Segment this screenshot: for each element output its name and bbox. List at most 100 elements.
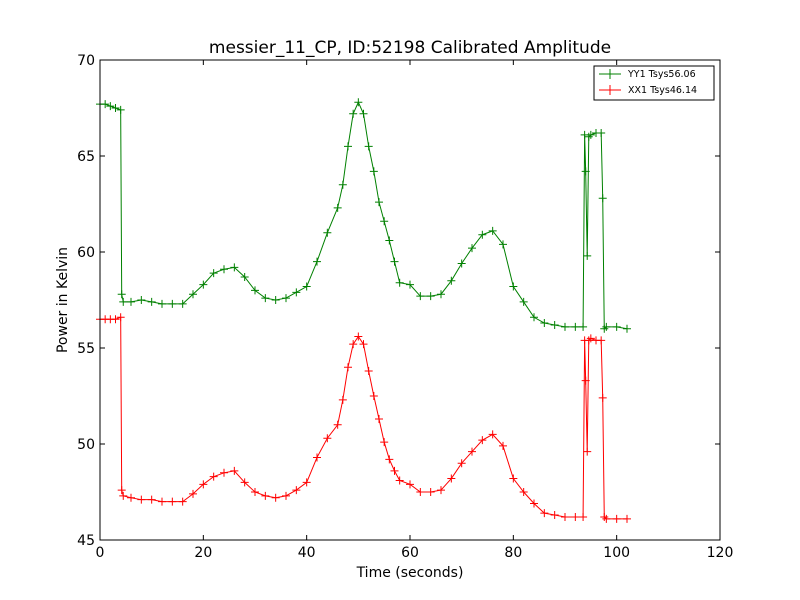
series-1-point-54 xyxy=(550,511,559,520)
x-tick-label-5: 100 xyxy=(603,545,630,561)
plot-area: 0 20 40 60 80 100 120 45 50 55 60 65 70 xyxy=(77,53,733,561)
series-1-point-26 xyxy=(323,434,332,443)
series-1-point-53 xyxy=(540,509,549,518)
series-0-point-59 xyxy=(581,167,590,176)
series-1-point-34 xyxy=(369,392,378,400)
series-1-point-18 xyxy=(240,478,249,487)
series-1-point-33 xyxy=(364,367,373,376)
series-1-point-44 xyxy=(447,474,456,483)
series-1-point-56 xyxy=(571,512,580,521)
series-0-point-14 xyxy=(199,280,208,289)
series-0-point-56 xyxy=(571,322,580,331)
series-0-point-49 xyxy=(499,240,507,249)
series-1-point-5 xyxy=(117,486,126,495)
series-0-point-61 xyxy=(584,132,593,141)
series-1-point-50 xyxy=(509,474,518,483)
series-0-point-32 xyxy=(359,109,368,118)
series-0-point-47 xyxy=(478,230,487,239)
series-1-point-14 xyxy=(199,480,208,489)
series-1-point-27 xyxy=(333,420,342,429)
series-1-point-69 xyxy=(623,514,631,523)
series-0-point-31 xyxy=(354,98,363,107)
series-0-point-28 xyxy=(338,180,347,189)
x-tick-label-0: 0 xyxy=(96,545,105,561)
series-0-point-13 xyxy=(189,290,197,299)
series-0-point-46 xyxy=(468,244,476,253)
series-0-point-21 xyxy=(271,296,280,304)
series-0-point-29 xyxy=(344,142,352,151)
legend-label-yy1: YY1 Tsys56.06 xyxy=(627,69,696,80)
series-1-point-60 xyxy=(583,447,592,456)
series-0-point-3 xyxy=(111,104,120,112)
series-0-point-44 xyxy=(447,276,456,285)
series-1-point-28 xyxy=(338,395,347,404)
x-axis-label: Time (seconds) xyxy=(356,565,464,581)
series-0-point-69 xyxy=(623,324,631,333)
series-1-point-40 xyxy=(406,480,414,489)
series-0-point-39 xyxy=(395,278,404,287)
series-0-point-64 xyxy=(597,128,606,137)
series-1-point-15 xyxy=(209,472,218,481)
series-0-point-4 xyxy=(116,105,125,114)
series-1-point-8 xyxy=(137,495,146,504)
series-1-point-4 xyxy=(116,313,125,322)
series-1-point-12 xyxy=(178,497,187,506)
series-1-point-61 xyxy=(584,336,593,345)
y-tick-label-2: 55 xyxy=(77,341,95,357)
series-0-point-17 xyxy=(230,263,239,272)
legend-label-xx1: XX1 Tsys46.14 xyxy=(628,85,697,96)
series-1-point-32 xyxy=(359,340,368,349)
series-0-point-24 xyxy=(302,282,311,291)
series-1-point-20 xyxy=(261,491,270,500)
series-1-point-55 xyxy=(561,512,569,521)
series-0-point-5 xyxy=(117,290,126,299)
series-1-point-64 xyxy=(597,336,606,345)
series-1-point-47 xyxy=(478,436,487,445)
series-1-point-6 xyxy=(119,491,128,500)
series-0-point-16 xyxy=(220,265,228,274)
series-0-point-2 xyxy=(106,102,115,111)
plot-background xyxy=(100,60,720,540)
series-0-point-37 xyxy=(385,236,394,245)
series-1-point-41 xyxy=(416,488,425,496)
series-0 xyxy=(96,98,631,333)
y-axis-label: Power in Kelvin xyxy=(55,247,71,353)
y-tick-label-1: 50 xyxy=(77,437,95,453)
legend-marker-xx1 xyxy=(605,85,615,95)
y-tick-label-4: 65 xyxy=(77,149,95,165)
series-1-point-25 xyxy=(313,453,321,462)
series-1-point-7 xyxy=(127,493,135,502)
series-1-point-36 xyxy=(380,438,389,447)
series-0-point-8 xyxy=(137,296,146,304)
series-1-point-22 xyxy=(282,491,290,500)
series-1-point-29 xyxy=(344,363,352,372)
series-1-point-31 xyxy=(354,332,363,341)
series-0-point-27 xyxy=(333,203,342,212)
series-1-point-48 xyxy=(488,430,497,439)
series-0-point-15 xyxy=(209,269,218,278)
series-0-point-57 xyxy=(579,322,588,331)
series-1-point-19 xyxy=(251,488,259,496)
series-0-point-66 xyxy=(600,324,609,333)
series-0-point-35 xyxy=(375,198,383,207)
legend-entry-yy1: YY1 Tsys56.06 xyxy=(599,69,696,80)
series-1-point-42 xyxy=(426,488,435,496)
series-0-point-22 xyxy=(282,294,290,303)
series-1-point-43 xyxy=(437,486,445,495)
series-1-point-59 xyxy=(581,376,590,385)
series-0-point-18 xyxy=(240,272,249,281)
series-0-point-33 xyxy=(364,142,373,151)
x-tick-label-1: 20 xyxy=(194,545,212,561)
ticks-layer: 0 20 40 60 80 100 120 45 50 55 60 65 70 xyxy=(77,53,733,561)
series-0-point-26 xyxy=(323,228,332,237)
series-1-point-23 xyxy=(292,486,301,495)
series-0-point-9 xyxy=(147,297,156,306)
series-1-point-67 xyxy=(602,514,611,523)
y-tick-label-3: 60 xyxy=(77,245,95,261)
series-1-point-16 xyxy=(220,468,228,477)
series-0-point-20 xyxy=(261,294,270,303)
x-tick-label-3: 60 xyxy=(401,545,419,561)
series-1-point-3 xyxy=(111,315,120,324)
series-1-point-17 xyxy=(230,466,239,475)
